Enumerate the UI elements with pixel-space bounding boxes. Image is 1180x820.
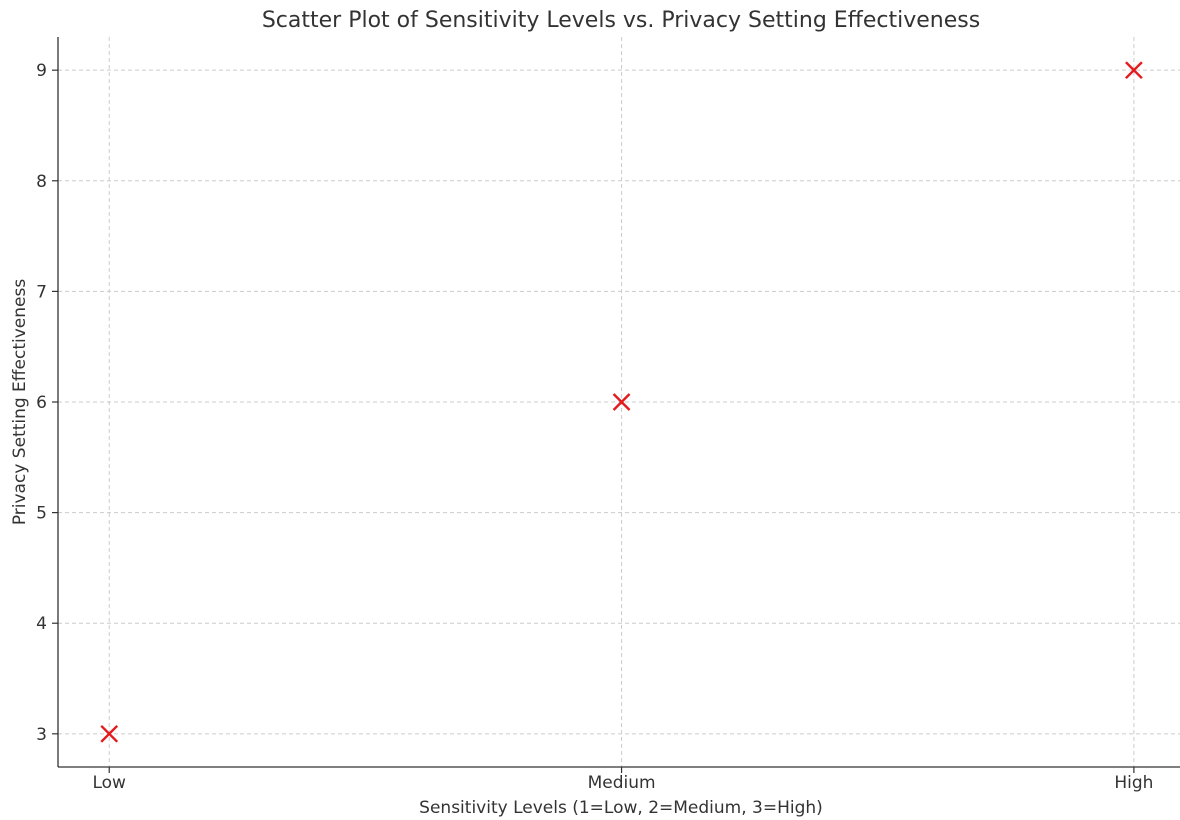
y-tick-label: 5: [36, 504, 47, 524]
data-point: [100, 724, 119, 743]
data-point-stroke-b: [1125, 61, 1143, 80]
ticks-layer: Low Medium High 3 4 5 6 7 8 9: [36, 61, 1153, 793]
x-tick-label: Medium: [588, 773, 656, 793]
x-tick-label: Low: [92, 773, 126, 793]
grid-layer: [58, 37, 1180, 767]
data-point-stroke-b: [100, 724, 119, 743]
x-axis-label: Sensitivity Levels (1=Low, 2=Medium, 3=H…: [419, 798, 823, 818]
data-point: [1125, 61, 1143, 80]
y-tick-label: 6: [36, 393, 47, 413]
y-tick-label: 8: [36, 172, 47, 192]
x-tick-label: High: [1114, 773, 1153, 793]
y-tick-label: 9: [36, 61, 47, 81]
y-tick-label: 4: [36, 614, 47, 634]
data-point-stroke-b: [612, 393, 631, 411]
y-axis-label: Privacy Setting Effectiveness: [10, 279, 30, 525]
data-point: [612, 393, 631, 411]
chart-title: Scatter Plot of Sensitivity Levels vs. P…: [262, 8, 980, 33]
points-layer: [100, 61, 1143, 743]
y-tick-label: 7: [36, 282, 47, 302]
y-tick-label: 3: [36, 725, 47, 745]
